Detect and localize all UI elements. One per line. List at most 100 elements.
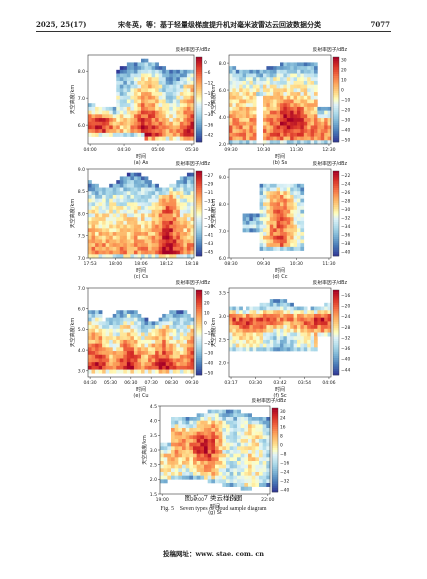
heatmap-cell — [130, 232, 135, 237]
colorbar-segment — [272, 456, 278, 459]
heatmap-cell — [91, 121, 96, 126]
heatmap-cell — [148, 362, 152, 367]
heatmap-cell — [218, 472, 223, 476]
heatmap-cell — [266, 140, 271, 145]
y-tick-label: 4.0 — [150, 418, 157, 424]
heatmap-cell — [283, 202, 288, 207]
heatmap-cell — [269, 69, 274, 74]
heatmap-cell — [283, 69, 288, 74]
heatmap-cell — [172, 224, 177, 229]
heatmap-cell — [266, 479, 271, 484]
heatmap-cell — [141, 362, 145, 367]
heatmap-cell — [276, 77, 281, 82]
heatmap-cell — [160, 446, 164, 451]
heatmap-cell — [280, 347, 284, 352]
heatmap-cell — [266, 431, 271, 436]
heatmap-cell — [160, 472, 164, 476]
heatmap-cell — [226, 435, 230, 440]
heatmap-cell — [105, 354, 110, 359]
heatmap-cell — [165, 84, 170, 89]
heatmap-cell — [232, 121, 237, 126]
heatmap-cell — [169, 125, 174, 130]
heatmap-cell — [163, 461, 168, 465]
heatmap-cell — [262, 420, 267, 425]
heatmap-cell — [193, 446, 197, 451]
heatmap-cell — [207, 428, 212, 432]
heatmap-cell — [144, 69, 149, 74]
heatmap-cell — [229, 464, 234, 469]
heatmap-cell — [158, 95, 163, 100]
heatmap-cell — [165, 73, 170, 78]
heatmap-cell — [232, 347, 237, 352]
heatmap-cell — [229, 420, 234, 425]
heatmap-cell — [249, 132, 254, 137]
heatmap-cell — [165, 232, 170, 237]
heatmap-cell — [126, 321, 131, 326]
heatmap-cell — [148, 73, 152, 78]
heatmap-cell — [116, 77, 121, 82]
heatmap-cell — [190, 317, 195, 322]
heatmap-cell — [269, 77, 274, 82]
heatmap-cell — [283, 232, 288, 237]
heatmap-cell — [242, 84, 247, 89]
panel-sublabel: (e) Cu — [133, 393, 148, 399]
heatmap-cell — [248, 413, 252, 418]
heatmap-cell — [229, 435, 234, 440]
heatmap-cell — [98, 369, 103, 374]
heatmap-cell — [239, 121, 243, 126]
heatmap-cell — [196, 439, 201, 443]
heatmap-cell — [126, 92, 131, 97]
heatmap-cell — [229, 106, 233, 111]
heatmap-cell — [300, 202, 305, 207]
heatmap-cell — [112, 213, 117, 218]
heatmap-cell — [130, 95, 135, 100]
heatmap-cell — [182, 472, 186, 476]
heatmap-cell — [116, 246, 121, 251]
heatmap-cell — [98, 365, 103, 370]
heatmap-cell — [174, 420, 179, 425]
heatmap-cell — [169, 95, 174, 100]
heatmap-cell — [130, 336, 135, 341]
heatmap-cell — [172, 313, 177, 318]
heatmap-cell — [239, 336, 243, 341]
heatmap-cell — [95, 198, 99, 203]
heatmap-cell — [112, 224, 117, 229]
heatmap-cell — [162, 325, 167, 330]
colorbar-segment — [333, 97, 339, 100]
heatmap-cell — [324, 118, 328, 123]
colorbar-tick-label: 0 — [341, 88, 344, 94]
heatmap-cell — [248, 417, 252, 421]
heatmap-cell — [190, 69, 195, 74]
heatmap-cell — [182, 431, 186, 436]
heatmap-cell — [98, 243, 103, 248]
heatmap-cell — [259, 310, 264, 315]
heatmap-cell — [266, 420, 271, 425]
heatmap-cell — [123, 332, 128, 337]
heatmap-cell — [239, 140, 243, 145]
heatmap-cell — [262, 439, 267, 443]
heatmap-cell — [116, 250, 121, 255]
heatmap-cell — [144, 194, 149, 199]
heatmap-cell — [91, 250, 96, 255]
heatmap-cell — [276, 302, 281, 307]
heatmap-cell — [102, 125, 106, 130]
heatmap-cell — [95, 232, 99, 237]
heatmap-cell — [123, 354, 128, 359]
heatmap-cell — [259, 468, 263, 473]
heatmap-cell — [246, 328, 250, 333]
colorbar-segment — [272, 412, 278, 415]
heatmap-cell — [252, 132, 257, 137]
heatmap-cell — [151, 99, 156, 104]
heatmap-cell — [303, 313, 308, 318]
heatmap-cell — [151, 62, 156, 67]
heatmap-cell — [300, 224, 305, 229]
heatmap-cell — [317, 328, 322, 333]
colorbar-frame — [195, 289, 203, 376]
heatmap-cell — [303, 110, 308, 115]
colorbar-segment — [272, 489, 278, 493]
heatmap-cell — [179, 213, 184, 218]
heatmap-cell — [262, 446, 267, 451]
heatmap-cell — [280, 62, 284, 67]
heatmap-cell — [163, 453, 168, 458]
heatmap-cell — [133, 321, 138, 326]
